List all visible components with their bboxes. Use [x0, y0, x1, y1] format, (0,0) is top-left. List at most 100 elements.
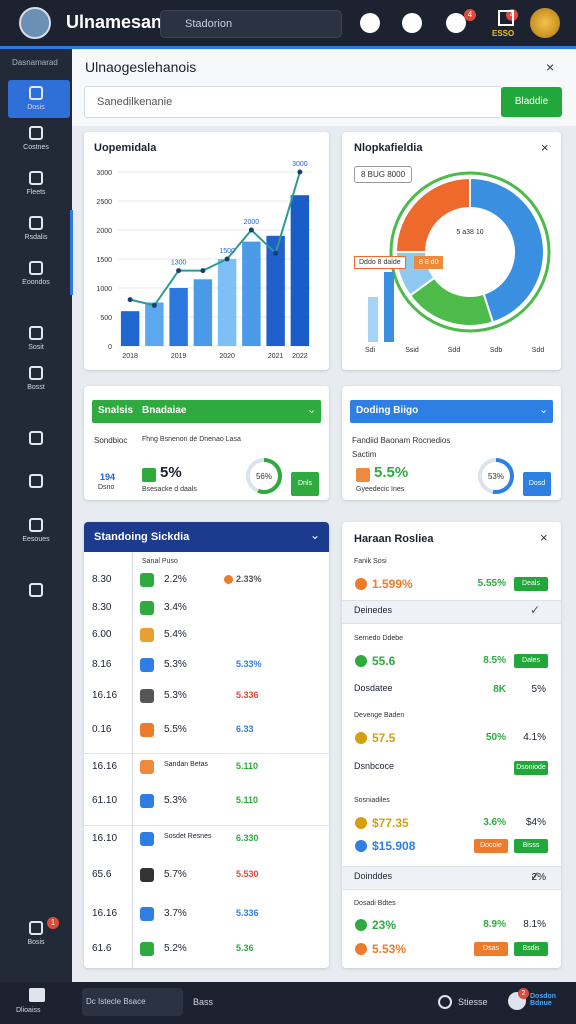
search-box[interactable]: Stadorion: [160, 10, 342, 38]
close[interactable]: ×: [540, 530, 548, 545]
caption: Fanik Sosi: [354, 558, 387, 565]
nav-icon[interactable]: [29, 518, 43, 532]
donut-segment: [394, 176, 471, 253]
tag[interactable]: Bisss: [514, 839, 548, 853]
x-tick-label: Sdd: [532, 347, 545, 354]
card-header[interactable]: Standoing Sickdia ⌄: [84, 522, 329, 552]
tag[interactable]: Deals: [514, 577, 548, 591]
line: [129, 171, 301, 307]
row-left: 8.30: [92, 602, 112, 613]
nav-icon[interactable]: [29, 261, 43, 275]
brand-icon: [498, 10, 514, 26]
row-right: 5.110: [236, 761, 259, 771]
x-tick-label: 2022: [292, 353, 308, 360]
nav-icon[interactable]: [29, 126, 43, 140]
icon[interactable]: [402, 13, 422, 33]
mini-bar: [384, 272, 394, 342]
row-value: 1.599%: [372, 577, 413, 591]
bar: [193, 279, 213, 346]
badge: 8 BUG 8000: [354, 166, 413, 183]
tab-icon[interactable]: [29, 988, 45, 1002]
panel-search[interactable]: Sanedilkenanie: [84, 86, 502, 118]
close[interactable]: ×: [546, 59, 555, 75]
nav-icon[interactable]: [29, 326, 43, 340]
nav-label[interactable]: Rsdalis: [24, 234, 48, 241]
nav-label[interactable]: Sosit: [28, 344, 44, 351]
nav-icon[interactable]: [29, 171, 43, 185]
button[interactable]: Dnls: [291, 472, 319, 496]
data-label: 3000: [292, 161, 308, 168]
card-header[interactable]: Doding Biigo ⌄: [350, 400, 553, 423]
bar: [217, 259, 237, 346]
icon[interactable]: [446, 13, 466, 33]
nav-label[interactable]: Eoondos: [22, 279, 50, 286]
row-band: [342, 866, 561, 890]
nav-label[interactable]: Dosis: [27, 104, 45, 111]
value-icon: [356, 468, 370, 482]
nav-label[interactable]: Costnes: [23, 144, 49, 151]
card-title: Haraan Rosliea: [354, 533, 434, 545]
column-label: Sanal Puso: [142, 558, 178, 565]
row-value: 23%: [372, 918, 397, 932]
nav-label[interactable]: Bosis: [27, 939, 45, 946]
row-icon: [140, 942, 154, 956]
sub: Bsesacke d daals: [142, 486, 197, 493]
row-left: 0.16: [92, 724, 112, 735]
y-tick-label: 2000: [96, 228, 112, 235]
value-icon: [142, 468, 156, 482]
detail-card: Haraan Rosliea × Fanik Sosi 1.599% 5.55% Deal…: [342, 522, 561, 968]
row-left: 6.00: [92, 629, 112, 640]
user-icon[interactable]: [438, 995, 452, 1009]
row-left: 16.16: [92, 761, 118, 772]
footer-search[interactable]: Dc Istecle Bsace: [82, 988, 183, 1016]
tag[interactable]: Docoie: [474, 839, 508, 853]
tag[interactable]: Dsas: [474, 942, 508, 956]
mini-bar: [368, 297, 378, 342]
row-pct: 5.5%: [164, 724, 187, 735]
row-right: 2%: [531, 872, 546, 883]
header-text: Bnadaiae: [142, 405, 187, 416]
tag[interactable]: Dsoniode: [514, 761, 548, 775]
row-right: 5.336: [236, 908, 259, 918]
card-title: Uopemidala: [94, 142, 157, 154]
tag[interactable]: Dales: [514, 654, 548, 668]
side-sub: Dsno: [98, 484, 115, 491]
row-value: $15.908: [372, 839, 416, 853]
row-right: 4.1%: [523, 732, 546, 743]
nav-icon[interactable]: [29, 474, 43, 488]
panel-button[interactable]: Bladdie: [501, 87, 562, 117]
line-point: [297, 169, 303, 175]
ring-value: [246, 458, 282, 494]
tab-label[interactable]: Dlioaiss: [16, 1007, 41, 1014]
row-mid: 3.6%: [483, 817, 506, 828]
row-icon: [140, 573, 154, 587]
nav-label[interactable]: Eesoues: [22, 536, 50, 543]
data-label: 2000: [244, 219, 260, 226]
header-text: Standoing Sickdia: [94, 531, 190, 543]
data-label: 1500: [219, 248, 235, 255]
tag[interactable]: Bsdis: [514, 942, 548, 956]
stat-card: Doding Biigo ⌄ Fandiid Baonam Rocnedios Sac…: [342, 386, 561, 500]
row-right: 5.530: [236, 869, 259, 879]
nav-label[interactable]: Bosst: [27, 384, 45, 391]
nav-icon[interactable]: [29, 921, 43, 935]
panel-title: Ulnaogeslehanois: [85, 59, 197, 75]
card: Uopemidala 0 500 1000 1500 2000 2500 3000 2018 20…: [84, 132, 329, 370]
value: 5.5%: [374, 464, 409, 481]
nav-icon[interactable]: [29, 431, 43, 445]
stat-card: Snalsis Bnadaiae ⌄ Sondbioc Fhng Bsnenon de …: [84, 386, 329, 500]
row-mid: 5.55%: [477, 578, 506, 589]
card-header[interactable]: Snalsis Bnadaiae ⌄: [92, 400, 321, 423]
icon[interactable]: [360, 13, 380, 33]
nav-icon[interactable]: [29, 366, 43, 380]
close[interactable]: ×: [541, 140, 549, 155]
nav-label[interactable]: Fleets: [26, 189, 46, 196]
coin[interactable]: [530, 8, 560, 38]
row-icon: [355, 817, 367, 829]
nav-icon[interactable]: [29, 583, 43, 597]
nav-icon[interactable]: [29, 86, 43, 100]
row-icon: [140, 832, 154, 846]
button[interactable]: Dosd: [523, 472, 551, 496]
user-name[interactable]: Stiesse: [458, 997, 488, 1007]
nav-icon[interactable]: [29, 216, 43, 230]
